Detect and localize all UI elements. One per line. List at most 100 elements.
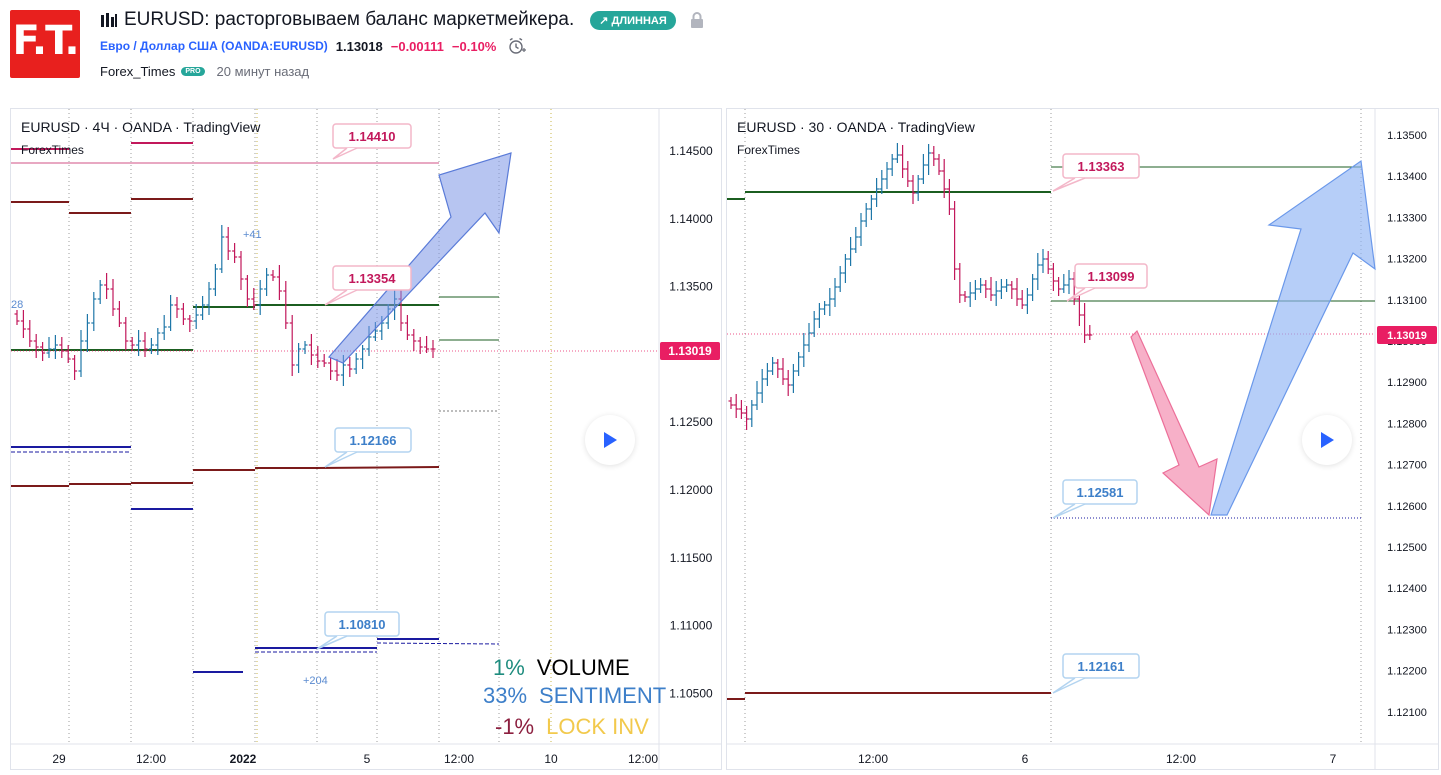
level-lines xyxy=(11,142,659,673)
play-replay-button[interactable] xyxy=(1302,415,1352,465)
price-tick-label: 1.12100 xyxy=(1387,707,1427,719)
chart-30m-panel[interactable]: 1.13363 1.13099 1.12581 1.12161 1.13500 1… xyxy=(726,108,1439,770)
price-tick-label: 1.12300 xyxy=(1387,624,1427,636)
chart-30m-subtitle: ForexTimes xyxy=(737,143,800,157)
symbol-price: 1.13018 xyxy=(335,38,383,54)
time-tick-label: 5 xyxy=(364,752,371,766)
author-row: Forex_Times PRO 20 минут назад xyxy=(100,62,309,80)
logo-text: F.T. xyxy=(12,18,79,64)
forecast-arrow-up xyxy=(328,152,512,364)
stat-lock-inv-value: -1% xyxy=(495,714,535,739)
price-bars xyxy=(14,225,436,386)
callout-1-13354: 1.13354 xyxy=(324,265,412,306)
svg-text:1.14410: 1.14410 xyxy=(349,129,396,144)
price-change: −0.00111 xyxy=(390,38,444,54)
svg-text:1.12581: 1.12581 xyxy=(1077,485,1124,500)
price-tick-label: 1.12500 xyxy=(1387,542,1427,554)
pro-badge: PRO xyxy=(181,66,205,76)
callout-1-12581: 1.12581 xyxy=(1052,479,1138,519)
stat-volume: 1% VOLUME xyxy=(493,655,630,681)
callout-1-12166: 1.12166 xyxy=(324,427,412,468)
chart-4h-title: EURUSD · 4Ч · OANDA · TradingView xyxy=(21,119,261,135)
time-tick-label: 6 xyxy=(1022,752,1029,766)
published-time: 20 минут назад xyxy=(216,63,310,79)
current-price-label: 1.13019 xyxy=(668,344,712,358)
price-tick-label: 1.11500 xyxy=(670,551,713,565)
price-tick-label: 1.13200 xyxy=(1387,254,1427,266)
price-tick-label: 1.13100 xyxy=(1387,295,1427,307)
idea-title: EURUSD: расторговываем баланс маркетмейк… xyxy=(124,9,575,30)
play-replay-button[interactable] xyxy=(585,415,635,465)
svg-text:1.13354: 1.13354 xyxy=(349,271,397,286)
callout-1-12161: 1.12161 xyxy=(1052,653,1140,694)
time-axis[interactable]: 12:00 6 12:00 7 xyxy=(858,752,1337,766)
price-tick-label: 1.12800 xyxy=(1387,418,1427,430)
callout-1-14410: 1.14410 xyxy=(332,123,412,160)
delta-mark: 28 xyxy=(11,299,23,311)
price-tick-label: 1.12000 xyxy=(669,483,713,497)
lock-icon xyxy=(690,12,703,28)
forecast-arrow-down xyxy=(1130,329,1218,517)
price-axis[interactable]: 1.13500 1.13400 1.13300 1.13200 1.13100 1.130… xyxy=(1387,130,1427,719)
price-tick-label: 1.12400 xyxy=(1387,583,1427,595)
delta-mark: +41 xyxy=(243,229,262,241)
svg-text:1.13099: 1.13099 xyxy=(1088,269,1135,284)
price-tick-label: 1.12700 xyxy=(1387,460,1427,472)
callout-1-13099: 1.13099 xyxy=(1066,263,1148,302)
stat-sentiment-value: 33% xyxy=(483,683,528,708)
svg-text:1.10810: 1.10810 xyxy=(339,617,386,632)
delta-mark: +204 xyxy=(303,675,328,687)
play-icon xyxy=(604,432,617,448)
time-tick-label: 12:00 xyxy=(1166,752,1196,766)
author-logo[interactable]: F.T. xyxy=(10,10,80,78)
symbol-row: Евро / Доллар США (OANDA:EURUSD) 1.13018… xyxy=(100,37,527,55)
chart-idea-icon xyxy=(101,13,117,27)
stat-volume-label: VOLUME xyxy=(536,655,630,680)
price-tick-label: 1.14500 xyxy=(669,144,713,158)
price-tick-label: 1.13500 xyxy=(669,280,713,294)
symbol-link[interactable]: Евро / Доллар США (OANDA:EURUSD) xyxy=(100,39,328,53)
long-direction-badge: ↗ ДЛИННАЯ xyxy=(590,10,676,30)
stat-sentiment-label: SENTIMENT xyxy=(539,683,667,708)
price-tick-label: 1.13500 xyxy=(1387,130,1427,142)
price-tick-label: 1.11000 xyxy=(670,619,713,633)
chart-4h-panel[interactable]: 1.14410 1.13354 1.12166 1.10810 +41 +204… xyxy=(10,108,722,770)
author-name[interactable]: Forex_Times xyxy=(100,63,176,79)
time-tick-label: 10 xyxy=(544,752,558,766)
svg-text:1.12161: 1.12161 xyxy=(1078,659,1125,674)
time-tick-label: 12:00 xyxy=(136,752,166,766)
time-tick-label: 12:00 xyxy=(628,752,658,766)
price-tick-label: 1.14000 xyxy=(669,212,713,226)
idea-title-row: EURUSD: расторговываем баланс маркетмейк… xyxy=(100,8,704,32)
stat-lock-inv: -1% LOCK INV xyxy=(495,714,649,740)
stat-lock-inv-label: LOCK INV xyxy=(546,714,649,739)
time-tick-label: 12:00 xyxy=(858,752,888,766)
chart-30m-canvas[interactable]: 1.13363 1.13099 1.12581 1.12161 1.13500 1… xyxy=(727,109,1439,770)
price-bars xyxy=(728,143,1093,430)
price-axis[interactable]: 1.145001.140001.135001.130001.125001.120… xyxy=(669,144,713,700)
time-tick-label: 7 xyxy=(1330,752,1337,766)
stat-volume-value: 1% xyxy=(493,655,525,680)
time-axis[interactable]: 29 12:00 2022 5 12:00 10 12:00 xyxy=(52,752,658,766)
svg-text:1.13363: 1.13363 xyxy=(1078,159,1125,174)
play-icon xyxy=(1321,432,1334,448)
current-price-tag xyxy=(660,342,720,360)
chart-30m-title: EURUSD · 30 · OANDA · TradingView xyxy=(737,119,975,135)
svg-text:1.12166: 1.12166 xyxy=(350,433,397,448)
alarm-clock-icon[interactable] xyxy=(508,37,527,55)
price-tick-label: 1.13300 xyxy=(1387,212,1427,224)
price-tick-label: 1.13400 xyxy=(1387,171,1427,183)
current-price-tag xyxy=(1377,326,1437,344)
time-tick-label: 12:00 xyxy=(444,752,474,766)
chart-4h-subtitle: ForexTimes xyxy=(21,143,84,157)
price-change-percent: −0.10% xyxy=(451,38,497,54)
callout-1-13363: 1.13363 xyxy=(1052,153,1140,192)
price-tick-label: 1.12600 xyxy=(1387,501,1427,513)
callout-1-10810: 1.10810 xyxy=(316,611,400,650)
price-tick-label: 1.12500 xyxy=(669,415,713,429)
time-tick-label: 2022 xyxy=(230,752,257,766)
forecast-arrow-up xyxy=(1210,159,1376,516)
time-tick-label: 29 xyxy=(52,752,66,766)
stat-sentiment: 33% SENTIMENT xyxy=(483,683,666,709)
chart-4h-canvas[interactable]: 1.14410 1.13354 1.12166 1.10810 +41 +204… xyxy=(11,109,722,770)
